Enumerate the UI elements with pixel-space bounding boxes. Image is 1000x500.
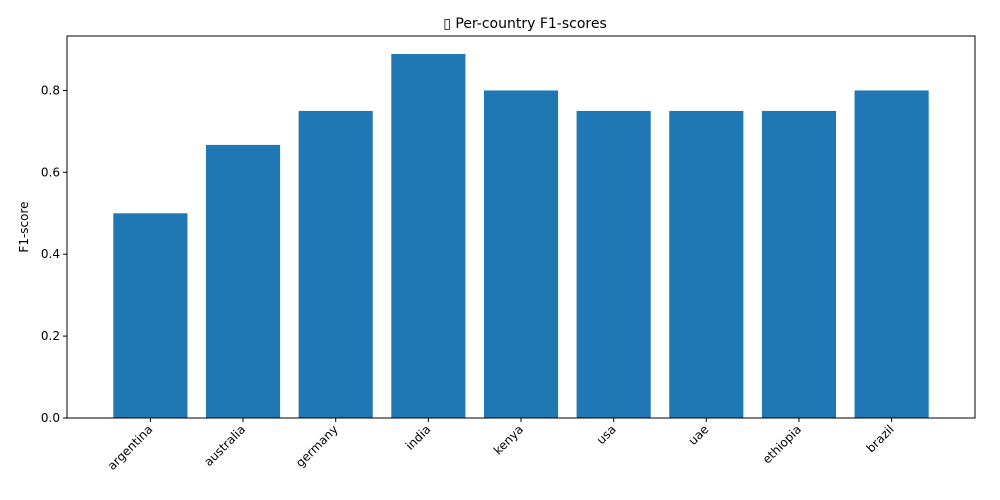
bar-brazil <box>854 90 929 419</box>
y-tick-label: 0.8 <box>41 83 60 97</box>
y-tick-label: 0.4 <box>41 247 60 261</box>
plot-frame <box>66 35 976 419</box>
chart-title: ▯ Per-country F1-scores <box>443 16 607 32</box>
y-axis: 0.0 0.2 0.4 0.6 0.8 <box>41 83 67 425</box>
y-tick-label: 0.0 <box>41 411 60 425</box>
bar-germany <box>298 110 373 418</box>
y-axis-title: F1-score <box>17 201 31 252</box>
bar-uae <box>669 110 744 418</box>
y-tick-label: 0.2 <box>41 329 60 343</box>
bar-ethiopia <box>761 110 837 418</box>
bar-india <box>391 54 466 418</box>
y-tick-label: 0.6 <box>41 165 60 179</box>
bar-australia <box>205 144 281 419</box>
bar-kenya <box>483 90 559 419</box>
bars-group <box>113 54 929 419</box>
bar-usa <box>576 110 651 418</box>
bar-argentina <box>113 213 188 418</box>
